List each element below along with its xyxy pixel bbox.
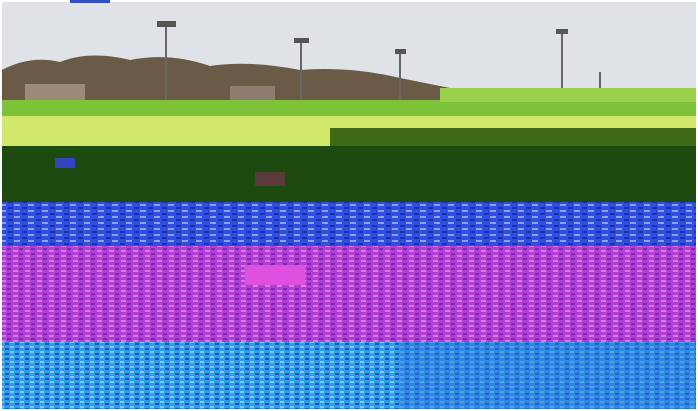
glitch-band-magenta: [2, 246, 696, 342]
glitch-strip: [440, 88, 696, 102]
light-heads: [157, 21, 568, 54]
field-far: [2, 100, 696, 116]
glitch-fleck: [255, 172, 285, 186]
glitch-fleck: [55, 158, 75, 168]
house: [25, 84, 85, 100]
glitch-band-cyan: [2, 342, 696, 409]
light-poles: [165, 26, 601, 102]
tree-line: [2, 55, 696, 102]
fence: [330, 128, 696, 146]
house: [230, 86, 275, 100]
glitch-fleck: [70, 0, 110, 3]
glitch-fleck: [245, 265, 305, 285]
glitch-band-blue: [2, 202, 696, 246]
field-dark: [2, 146, 696, 202]
glitch-overlay: [400, 342, 696, 409]
